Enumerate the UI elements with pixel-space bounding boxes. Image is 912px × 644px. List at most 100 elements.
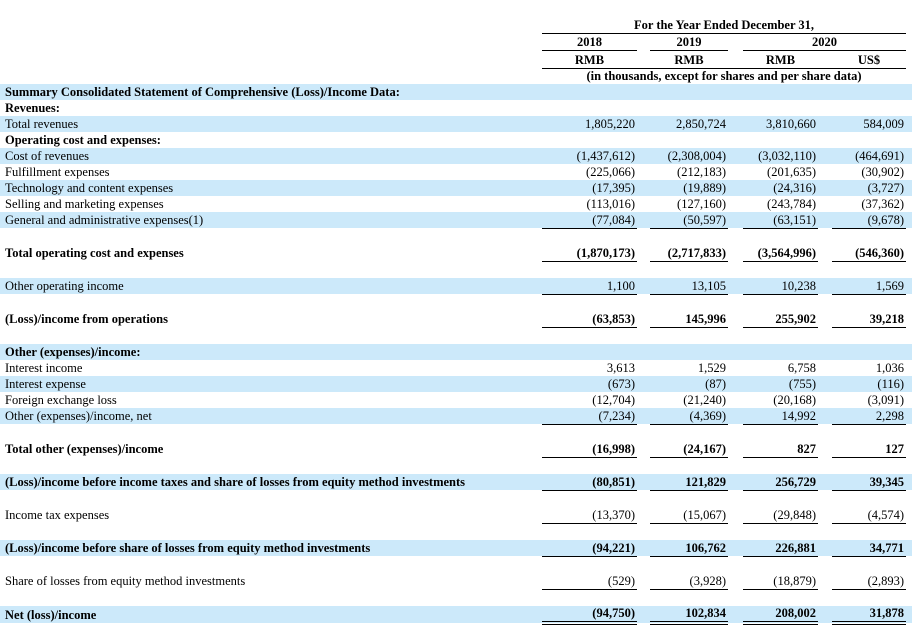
cell-value: (94,221) xyxy=(542,540,637,556)
column-gap xyxy=(818,84,832,100)
column-gap xyxy=(637,196,650,212)
column-gap xyxy=(728,245,743,261)
section-spacer xyxy=(0,623,912,640)
column-gap xyxy=(906,573,912,589)
table-row: Total operating cost and expenses(1,870,… xyxy=(0,245,912,261)
column-gap xyxy=(728,408,743,424)
row-label: Technology and content expenses xyxy=(0,180,542,196)
column-gap xyxy=(637,392,650,408)
table-row: (Loss)/income from operations(63,853)145… xyxy=(0,311,912,327)
cell-value xyxy=(832,132,906,148)
cell-value xyxy=(743,132,818,148)
column-gap xyxy=(906,540,912,556)
cell-value: 127 xyxy=(832,441,906,457)
cell-value: 2,850,724 xyxy=(650,116,728,132)
row-label: Interest income xyxy=(0,360,542,376)
table-row: Operating cost and expenses: xyxy=(0,132,912,148)
row-label: Other operating income xyxy=(0,278,542,294)
cell-value: (16,998) xyxy=(542,441,637,457)
currency-column-header: RMB xyxy=(650,50,728,68)
cell-value: (4,369) xyxy=(650,408,728,424)
column-gap xyxy=(728,540,743,556)
cell-value: 3,613 xyxy=(542,360,637,376)
cell-value: 10,238 xyxy=(743,278,818,294)
cell-value: (212,183) xyxy=(650,164,728,180)
cell-value: (9,678) xyxy=(832,212,906,228)
row-label: Foreign exchange loss xyxy=(0,392,542,408)
cell-value: 39,345 xyxy=(832,474,906,490)
cell-value xyxy=(650,132,728,148)
column-gap xyxy=(906,474,912,490)
column-gap xyxy=(818,441,832,457)
cell-value xyxy=(542,344,637,360)
cell-value: 255,902 xyxy=(743,311,818,327)
section-spacer xyxy=(0,327,912,344)
cell-value: 1,569 xyxy=(832,278,906,294)
row-label: (Loss)/income before income taxes and sh… xyxy=(0,474,542,490)
cell-value: 6,758 xyxy=(743,360,818,376)
cell-value: 1,036 xyxy=(832,360,906,376)
column-gap xyxy=(637,360,650,376)
currency-header-row: RMB RMB RMB US$ xyxy=(0,50,912,68)
column-gap xyxy=(906,148,912,164)
row-label: (Loss)/income from operations xyxy=(0,311,542,327)
currency-column-header: US$ xyxy=(832,50,906,68)
cell-value: (201,635) xyxy=(743,164,818,180)
row-label: Net (loss)/income xyxy=(0,606,542,623)
table-row: Interest income3,6131,5296,7581,036 xyxy=(0,360,912,376)
cell-value: (3,032,110) xyxy=(743,148,818,164)
cell-value: (50,597) xyxy=(650,212,728,228)
cell-value: 827 xyxy=(743,441,818,457)
cell-value: (1,437,612) xyxy=(542,148,637,164)
cell-value: 1,100 xyxy=(542,278,637,294)
column-gap xyxy=(637,606,650,623)
column-gap xyxy=(728,474,743,490)
cell-value: (3,727) xyxy=(832,180,906,196)
column-gap xyxy=(818,540,832,556)
table-row: Cost of revenues(1,437,612)(2,308,004)(3… xyxy=(0,148,912,164)
column-gap xyxy=(637,474,650,490)
section-spacer xyxy=(0,556,912,573)
cell-value: (673) xyxy=(542,376,637,392)
period-header: For the Year Ended December 31, xyxy=(542,8,906,33)
column-gap xyxy=(818,392,832,408)
column-gap xyxy=(637,148,650,164)
cell-value: (1,870,173) xyxy=(542,245,637,261)
column-gap xyxy=(818,344,832,360)
section-spacer xyxy=(0,457,912,474)
cell-value: (529) xyxy=(542,573,637,589)
column-gap xyxy=(818,573,832,589)
table-row: Total revenues1,805,2202,850,7243,810,66… xyxy=(0,116,912,132)
table-row: (Loss)/income before share of losses fro… xyxy=(0,540,912,556)
cell-value: 145,996 xyxy=(650,311,728,327)
row-label: (Loss)/income before share of losses fro… xyxy=(0,540,542,556)
table-row: Fulfillment expenses(225,066)(212,183)(2… xyxy=(0,164,912,180)
cell-value: (2,308,004) xyxy=(650,148,728,164)
cell-value xyxy=(650,100,728,116)
row-label: Fulfillment expenses xyxy=(0,164,542,180)
row-label: Total operating cost and expenses xyxy=(0,245,542,261)
cell-value: (77,084) xyxy=(542,212,637,228)
column-gap xyxy=(637,245,650,261)
column-gap xyxy=(728,100,743,116)
financial-statement-table: For the Year Ended December 31, 2018 201… xyxy=(0,8,912,640)
cell-value xyxy=(542,132,637,148)
column-gap xyxy=(637,311,650,327)
row-label: Revenues: xyxy=(0,100,542,116)
column-gap xyxy=(818,245,832,261)
column-gap xyxy=(818,148,832,164)
cell-value: 13,105 xyxy=(650,278,728,294)
column-gap xyxy=(637,408,650,424)
year-column-header: 2020 xyxy=(743,33,906,50)
column-gap xyxy=(906,278,912,294)
column-gap xyxy=(818,212,832,228)
column-gap xyxy=(637,344,650,360)
cell-value: (13,370) xyxy=(542,507,637,523)
cell-value: (7,234) xyxy=(542,408,637,424)
cell-value: 106,762 xyxy=(650,540,728,556)
column-gap xyxy=(637,100,650,116)
cell-value: (113,016) xyxy=(542,196,637,212)
column-gap xyxy=(637,132,650,148)
column-gap xyxy=(728,84,743,100)
cell-value xyxy=(650,84,728,100)
